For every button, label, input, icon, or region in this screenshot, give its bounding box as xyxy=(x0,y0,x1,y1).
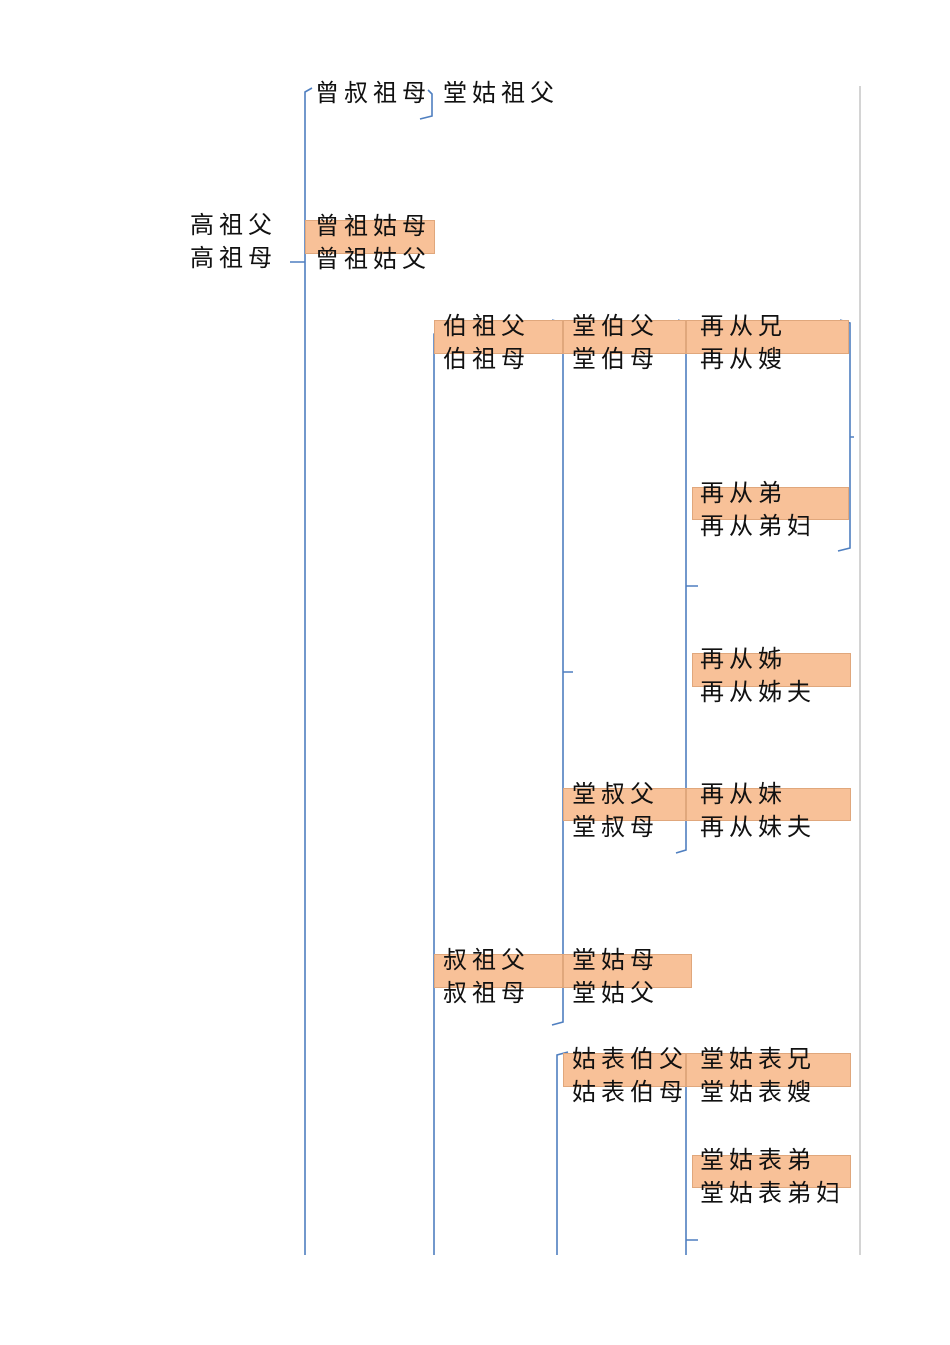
bracket xyxy=(675,319,698,854)
relative-label: 再从姊 xyxy=(700,645,787,673)
highlight xyxy=(692,653,851,687)
relative-label: 高祖母 xyxy=(190,244,277,272)
relative-label: 曾祖姑父 xyxy=(315,245,431,273)
relative-label: 堂伯父 xyxy=(572,312,659,340)
relative-label: 再从嫂 xyxy=(700,345,787,373)
relative-label: 堂姑母 xyxy=(572,946,659,974)
highlight xyxy=(563,1053,686,1087)
relative-label: 再从妹夫 xyxy=(700,813,816,841)
relative-label: 再从姊夫 xyxy=(700,678,816,706)
relative-label: 伯祖父 xyxy=(443,312,530,340)
relative-label: 再从妹 xyxy=(700,780,787,808)
bracket xyxy=(290,87,313,1255)
relative-label: 堂姑表弟 xyxy=(700,1146,816,1174)
relative-label: 堂姑表弟妇 xyxy=(700,1179,845,1207)
highlight xyxy=(692,1155,851,1188)
bracket xyxy=(419,89,433,120)
relative-label: 堂伯母 xyxy=(572,345,659,373)
highlight xyxy=(686,320,849,354)
relative-label: 姑表伯母 xyxy=(572,1078,688,1106)
highlight xyxy=(305,220,435,254)
bracket xyxy=(433,329,441,1255)
highlight xyxy=(692,487,849,520)
relative-label: 堂姑表嫂 xyxy=(700,1078,816,1106)
relative-label: 再从弟 xyxy=(700,479,787,507)
highlight xyxy=(563,954,692,988)
relative-label: 堂姑祖父 xyxy=(443,79,559,107)
highlight xyxy=(434,320,563,354)
bracket xyxy=(551,319,573,1026)
relative-label: 堂姑父 xyxy=(572,979,659,1007)
highlight xyxy=(686,1053,851,1087)
relative-label: 堂姑表兄 xyxy=(700,1045,816,1073)
highlight xyxy=(686,788,851,821)
relative-label: 堂叔父 xyxy=(572,780,659,808)
highlight xyxy=(434,954,563,988)
relative-label: 高祖父 xyxy=(190,211,277,239)
relative-label: 叔祖母 xyxy=(443,979,530,1007)
highlight xyxy=(563,320,686,354)
relative-label: 曾祖姑母 xyxy=(315,212,431,240)
relative-label: 再从弟妇 xyxy=(700,512,816,540)
highlight xyxy=(563,788,686,821)
relative-label: 伯祖母 xyxy=(443,345,530,373)
relative-label: 叔祖父 xyxy=(443,946,530,974)
relative-label: 再从兄 xyxy=(700,312,787,340)
relative-label: 姑表伯父 xyxy=(572,1045,688,1073)
relative-label: 曾叔祖母 xyxy=(315,79,431,107)
relative-label: 堂叔母 xyxy=(572,813,659,841)
